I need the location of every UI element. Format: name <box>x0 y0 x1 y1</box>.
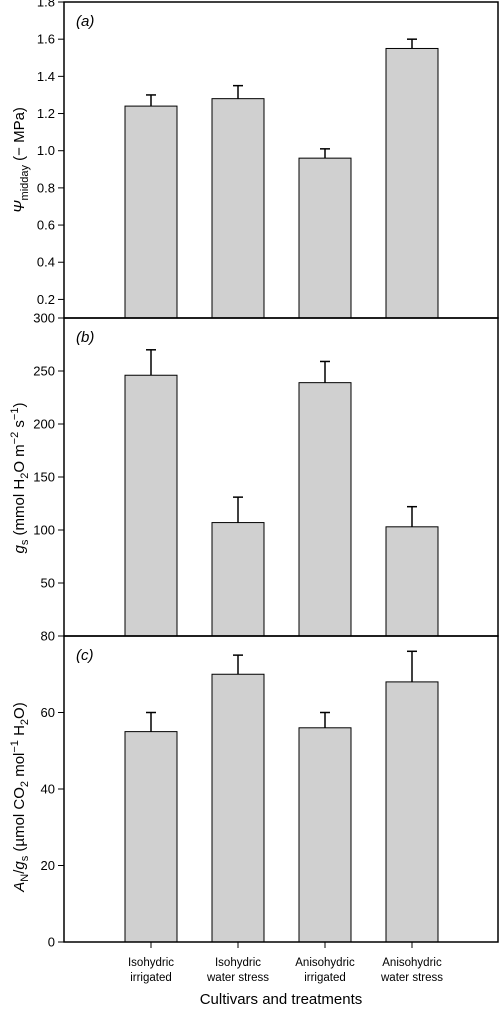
panel-c-label: (c) <box>76 647 94 664</box>
panel-c-y-tick-label-2: 20 <box>41 858 55 873</box>
panel-b-bar-3 <box>298 382 352 637</box>
x-category-label-3-line-1: Anisohydric <box>295 957 355 969</box>
panel-b-y-tick-label-4: 200 <box>33 417 55 432</box>
panel-c-frame <box>63 635 499 943</box>
panel-c-y-tick-label-3: 40 <box>41 782 55 797</box>
panel-b-y-tick-label-3: 150 <box>33 470 55 485</box>
panel-c-bar-2 <box>211 673 265 943</box>
panel-b-ylabel-exp2: −1 <box>9 408 21 421</box>
x-category-label-1-line-2: irrigated <box>130 972 172 984</box>
panel-c-ylabel-g: g <box>11 861 28 870</box>
panel-a-bar-3 <box>298 157 352 319</box>
panel-a-label: (a) <box>76 13 94 30</box>
panel-b-y-axis-label: gs (mmol H2O m−2 s−1) <box>9 403 31 554</box>
panel-a-y-tick-label-7: 1.4 <box>37 69 55 84</box>
panel-a-ylabel-symbol: Ψ <box>11 200 28 213</box>
x-category-label-2-line-2: water stress <box>206 972 269 984</box>
panel-c-ylabel-2: 2 <box>19 781 31 787</box>
panel-a-y-tick-label-8: 1.6 <box>37 32 55 47</box>
panel-b-ylabel-s: s <box>19 539 31 545</box>
panel-b-ylabel-a: (mmol H <box>11 479 28 540</box>
panel-c-bar-1 <box>124 731 178 943</box>
panel-a-y-tick-label-4: 0.8 <box>37 180 55 195</box>
panel-b-ylabel-2: 2 <box>19 473 31 479</box>
panel-b-ylabel-g: g <box>11 544 28 553</box>
panel-a-y-tick-label-6: 1.2 <box>37 106 55 121</box>
panel-c-bar-3 <box>298 727 352 943</box>
panel-a-bar-4 <box>385 47 439 319</box>
panel-c-ylabel-A: A <box>11 882 28 893</box>
panel-c-bar-4 <box>385 681 439 943</box>
panel-b-ylabel-b: O m <box>11 444 28 472</box>
panel-c-y-tick-label-1: 0 <box>48 935 55 950</box>
panel-a-y-tick-label-5: 1.0 <box>37 143 55 158</box>
x-axis-title: Cultivars and treatments <box>200 991 363 1008</box>
panel-c-ylabel-2b: 2 <box>19 719 31 725</box>
panel-c-ylabel-d: O) <box>11 702 28 719</box>
panel-c-ylabel-a: (µmol CO <box>11 787 28 856</box>
panel-a-y-tick-label-9: 1.8 <box>37 0 55 10</box>
panel-a-y-tick-label-1: 0.2 <box>37 292 55 307</box>
panel-a-ylabel-sub: midday <box>19 165 31 201</box>
panel-b-bar-1 <box>124 374 178 637</box>
panel-a-y-tick-label-2: 0.4 <box>37 255 55 270</box>
panel-c-ylabel-b: mol <box>11 753 28 781</box>
panel-b-ylabel-c: s <box>11 420 28 432</box>
x-category-label-2-line-1: Isohydric <box>215 957 261 969</box>
x-category-label-3-line-2: irrigated <box>304 972 346 984</box>
panel-b-y-tick-label-6: 300 <box>33 311 55 326</box>
panel-b-y-tick-label-5: 250 <box>33 364 55 379</box>
x-category-label-4-line-2: water stress <box>380 972 443 984</box>
panel-b-label: (b) <box>76 329 94 346</box>
panel-c-y-tick-label-4: 60 <box>41 705 55 720</box>
panel-b-ylabel-d: ) <box>11 403 28 408</box>
panel-a-bar-1 <box>124 105 178 319</box>
panel-b: 50 100 150 200 250 300 (b) <box>33 311 499 637</box>
panel-c-ylabel-N: N <box>19 874 31 882</box>
panel-c-y-axis-label: AN/gs (µmol CO2 mol−1 H2O) <box>9 702 31 892</box>
panel-c-ylabel-s: s <box>19 855 31 861</box>
panel-b-bar-4 <box>385 526 439 637</box>
panel-c-y-tick-label-5: 80 <box>41 629 55 644</box>
panel-c: 0 20 40 60 80 (c) <box>41 629 499 950</box>
panel-c-ylabel-c: H <box>11 725 28 740</box>
panel-a-y-axis-label: Ψmidday (− MPa) <box>11 107 31 213</box>
panels: 0.2 0.4 0.6 0.8 1.0 1.2 1.4 1.6 1.8 (a) 50 100 150 20… <box>33 0 499 950</box>
panel-c-ylabel-exp: −1 <box>9 740 21 753</box>
x-category-label-1-line-1: Isohydric <box>128 957 174 969</box>
x-category-label-4-line-1: Anisohydric <box>382 957 442 969</box>
panel-a-bar-2 <box>211 98 265 319</box>
panel-b-y-tick-label-2: 100 <box>33 523 55 538</box>
panel-a-y-tick-label-3: 0.6 <box>37 218 55 233</box>
x-category-labels: Isohydric irrigated Isohydric water stre… <box>128 957 443 984</box>
panel-b-bar-2 <box>211 522 265 637</box>
panel-b-ylabel-exp1: −2 <box>9 432 21 445</box>
panel-a-ylabel-unit: (− MPa) <box>11 107 28 165</box>
panel-c-ylabel-slash: / <box>11 869 28 874</box>
panel-b-y-tick-label-1: 50 <box>41 576 55 591</box>
panel-a: 0.2 0.4 0.6 0.8 1.0 1.2 1.4 1.6 1.8 (a) <box>37 0 499 319</box>
